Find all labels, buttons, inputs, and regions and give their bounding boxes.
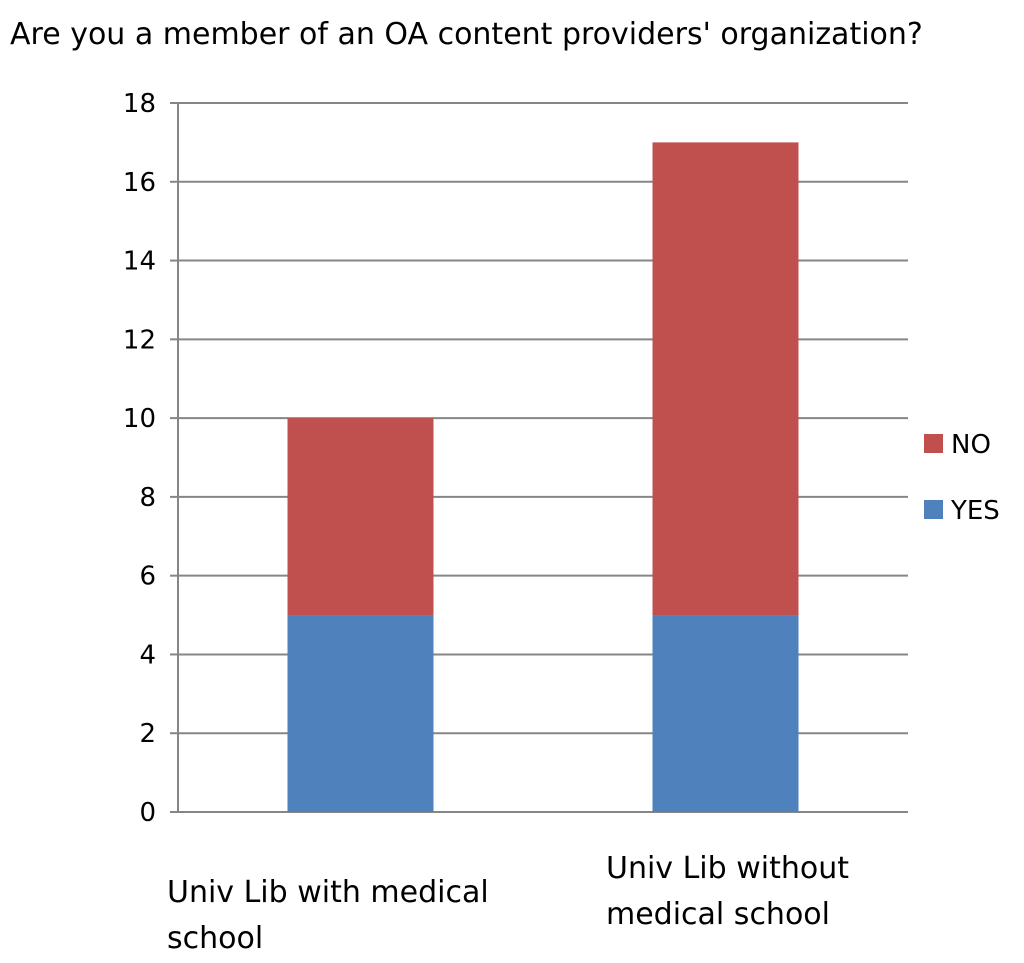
y-tick-label: 4 — [139, 640, 156, 670]
bars — [287, 142, 799, 812]
bar-yes-1 — [287, 615, 434, 812]
chart-title: Are you a member of an OA content provid… — [10, 17, 923, 52]
x-axis-categories: Univ Lib with medical school Univ Lib with… — [167, 851, 849, 956]
y-tick-label: 16 — [123, 168, 156, 198]
bar-no-2 — [652, 142, 799, 616]
legend: NO YES — [924, 430, 1000, 526]
y-tick-label: 12 — [123, 325, 156, 355]
y-tick-label: 0 — [139, 798, 156, 828]
x-category-label: medical school — [606, 897, 830, 932]
x-category-label: Univ Lib with medical — [167, 875, 489, 910]
x-category-label: Univ Lib without — [606, 851, 849, 886]
bar-no-1 — [287, 418, 434, 616]
y-tick-label: 6 — [139, 562, 156, 592]
legend-label-yes: YES — [950, 496, 1000, 526]
y-axis-ticks: 0 2 4 6 8 10 12 14 16 18 — [123, 89, 156, 828]
bar-yes-2 — [652, 615, 799, 812]
y-tick-label: 14 — [123, 247, 156, 277]
x-category-label: school — [167, 921, 263, 956]
legend-label-no: NO — [951, 430, 991, 460]
y-tick-label: 18 — [123, 89, 156, 119]
y-tick-label: 8 — [139, 483, 156, 513]
legend-swatch-yes — [924, 500, 943, 519]
y-tick-label: 10 — [123, 404, 156, 434]
y-tick-label: 2 — [139, 719, 156, 749]
legend-swatch-no — [924, 434, 943, 453]
